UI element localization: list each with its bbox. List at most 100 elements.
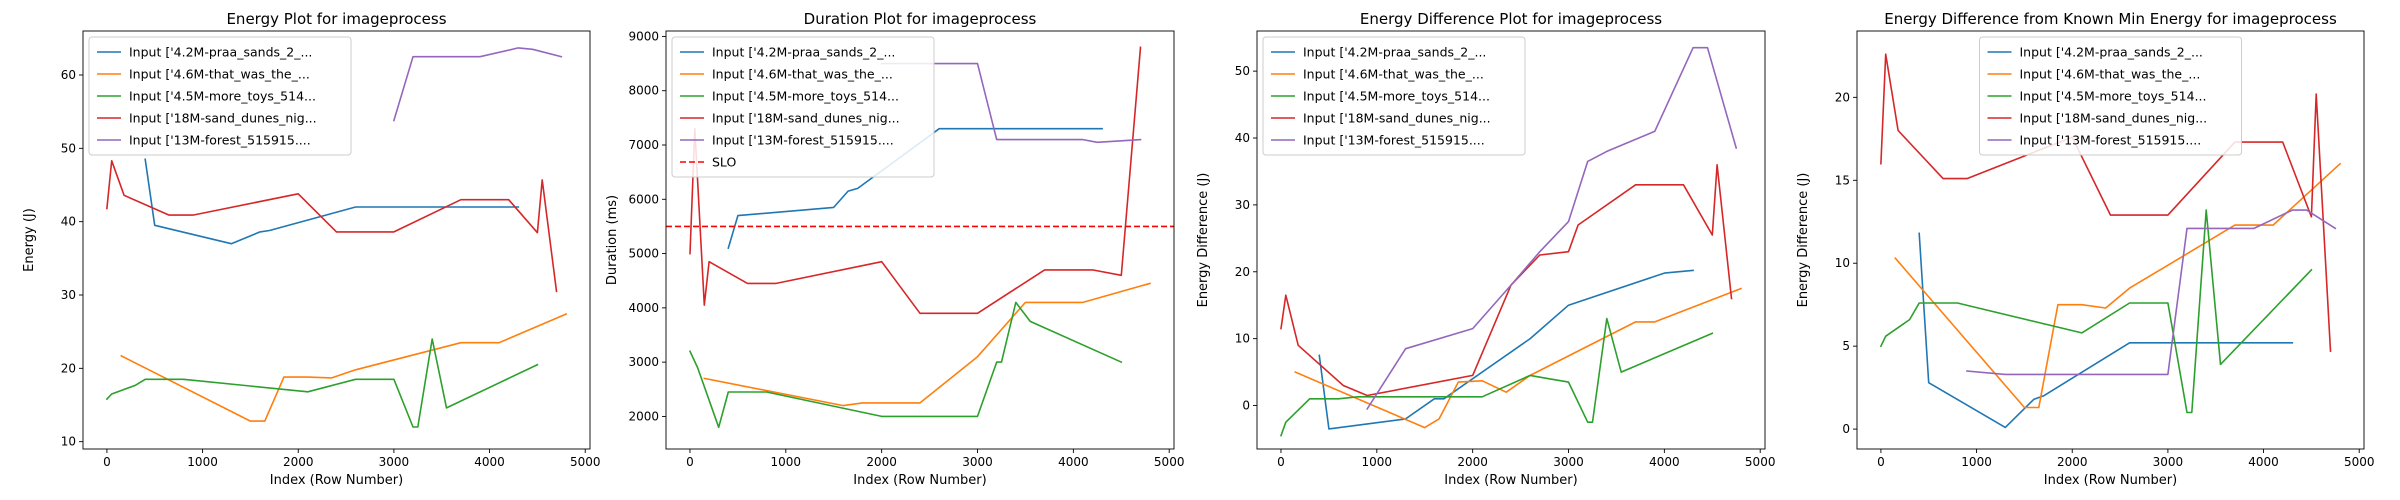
x-tick-label: 5000 [1745, 455, 1776, 469]
chart-title: Energy Plot for imageprocess [226, 10, 446, 28]
series-line-5 [1966, 209, 2337, 376]
y-tick-label: 9000 [628, 29, 659, 43]
series-group [1279, 46, 1743, 437]
axes-frame [1856, 30, 2365, 450]
series-line-1 [727, 127, 1103, 250]
legend-label: Input ['13M-forest_515915.... [1303, 133, 1485, 148]
series-line-2 [703, 282, 1151, 407]
legend-box [1262, 36, 1526, 156]
legend: Input ['4.2M-praa_sands_2_... Input ['4.6… [1262, 36, 1526, 156]
legend: Input ['4.2M-praa_sands_2_... Input ['4.6… [1979, 36, 2242, 156]
series-group [1879, 53, 2342, 429]
legend-label: Input ['13M-forest_515915.... [712, 133, 894, 148]
y-tick-label: 40 [1235, 131, 1250, 145]
series-line-4 [106, 160, 558, 293]
series-line-1 [1918, 232, 2294, 429]
y-tick-label: 10 [1235, 332, 1250, 346]
axes-frame [1256, 30, 1766, 450]
y-tick-label: 40 [61, 215, 76, 229]
x-tick-label: 0 [103, 455, 111, 469]
legend-label: Input ['4.6M-that_was_the_... [2020, 67, 2201, 82]
x-tick-label: 2000 [2057, 455, 2088, 469]
x-tick-label: 5000 [570, 455, 601, 469]
series-line-4 [1280, 164, 1733, 397]
series-line-5 [392, 47, 563, 122]
axes-frame [82, 30, 591, 450]
x-tick-label: 3000 [2153, 455, 2184, 469]
y-tick-label: 7000 [628, 138, 659, 152]
legend-label: Input ['4.5M-more_toys_514... [712, 89, 899, 104]
y-tick-label: 15 [1835, 173, 1850, 187]
legend-label: Input ['4.6M-that_was_the_... [129, 67, 310, 82]
x-tick-label: 1000 [771, 455, 802, 469]
axes-frame [665, 30, 1175, 450]
x-tick-label: 4000 [1649, 455, 1680, 469]
legend-label: Input ['18M-sand_dunes_nig... [129, 111, 317, 126]
legend-label: Input ['4.5M-more_toys_514... [129, 89, 316, 104]
legend: Input ['4.2M-praa_sands_2_... Input ['4.6… [88, 36, 352, 156]
y-axis-label: Energy Difference (J) [1796, 173, 1811, 308]
x-tick-label: 0 [1877, 455, 1885, 469]
chart-title: Energy Difference Plot for imageprocess [1360, 10, 1662, 28]
series-line-3 [1279, 317, 1714, 437]
series-line-3 [105, 338, 539, 428]
series-line-3 [1879, 209, 2313, 414]
chart-panel-2: 0 1000 2000 3000 4000 5000 2000 3000 4000 5000 600… [605, 10, 1184, 488]
x-axis-label: Index (Row Number) [1444, 473, 1577, 488]
series-line-4 [1880, 53, 2332, 352]
series-line-2 [120, 313, 568, 422]
series-line-2 [1894, 162, 2342, 409]
legend-label: Input ['18M-sand_dunes_nig... [2020, 111, 2208, 126]
y-tick-label: 5 [1842, 339, 1850, 353]
y-tick-label: 30 [61, 288, 76, 302]
x-axis-label: Index (Row Number) [270, 473, 403, 488]
x-tick-label: 1000 [1961, 455, 1992, 469]
y-tick-label: 20 [1235, 265, 1250, 279]
x-tick-label: 3000 [962, 455, 993, 469]
x-tick-label: 3000 [1553, 455, 1584, 469]
chart-title: Energy Difference from Known Min Energy … [1884, 10, 2337, 28]
y-tick-label: 30 [1235, 198, 1250, 212]
x-tick-label: 2000 [283, 455, 314, 469]
series-line-5 [880, 62, 1142, 144]
y-tick-label: 5000 [628, 247, 659, 261]
legend-label: Input ['13M-forest_515915.... [129, 133, 311, 148]
legend-label: Input ['4.6M-that_was_the_... [712, 67, 893, 82]
y-axis-label: Energy (J) [22, 208, 37, 272]
y-tick-label: 60 [61, 68, 76, 82]
series-line-2 [1294, 287, 1743, 429]
legend-box [1979, 36, 2242, 156]
y-axis-label: Duration (ms) [605, 195, 620, 285]
y-tick-label: 8000 [628, 84, 659, 98]
y-tick-label: 3000 [628, 355, 659, 369]
chart-panel-1: 0 1000 2000 3000 4000 5000 10 20 30 40 50 60 Energy … [22, 10, 600, 488]
legend-label: Input ['4.5M-more_toys_514... [2020, 89, 2207, 104]
legend-label: Input ['4.2M-praa_sands_2_... [2020, 45, 2203, 60]
legend-label: Input ['4.2M-praa_sands_2_... [129, 45, 312, 60]
chart-panel-3: 0 1000 2000 3000 4000 5000 0 10 20 30 40 50 Energy D… [1196, 10, 1775, 488]
series-line-3 [688, 301, 1123, 429]
y-axis-label: Energy Difference (J) [1196, 173, 1211, 308]
x-tick-label: 4000 [2248, 455, 2279, 469]
y-tick-label: 50 [61, 141, 76, 155]
series-group [666, 46, 1174, 429]
x-tick-label: 1000 [187, 455, 218, 469]
series-line-4 [689, 46, 1142, 315]
y-tick-label: 0 [1242, 399, 1250, 413]
x-tick-label: 0 [1277, 455, 1285, 469]
legend-label: SLO [712, 155, 736, 170]
chart-title: Duration Plot for imageprocess [804, 10, 1037, 28]
x-tick-label: 4000 [1058, 455, 1089, 469]
y-tick-label: 0 [1842, 422, 1850, 436]
x-tick-label: 0 [686, 455, 694, 469]
legend-box [671, 36, 935, 178]
y-tick-label: 6000 [628, 192, 659, 206]
y-tick-label: 20 [1835, 90, 1850, 104]
series-line-1 [1318, 269, 1694, 430]
x-tick-label: 2000 [866, 455, 897, 469]
x-tick-label: 2000 [1457, 455, 1488, 469]
x-tick-label: 4000 [474, 455, 505, 469]
legend-label: Input ['4.6M-that_was_the_... [1303, 67, 1484, 82]
legend-label: Input ['18M-sand_dunes_nig... [712, 111, 900, 126]
